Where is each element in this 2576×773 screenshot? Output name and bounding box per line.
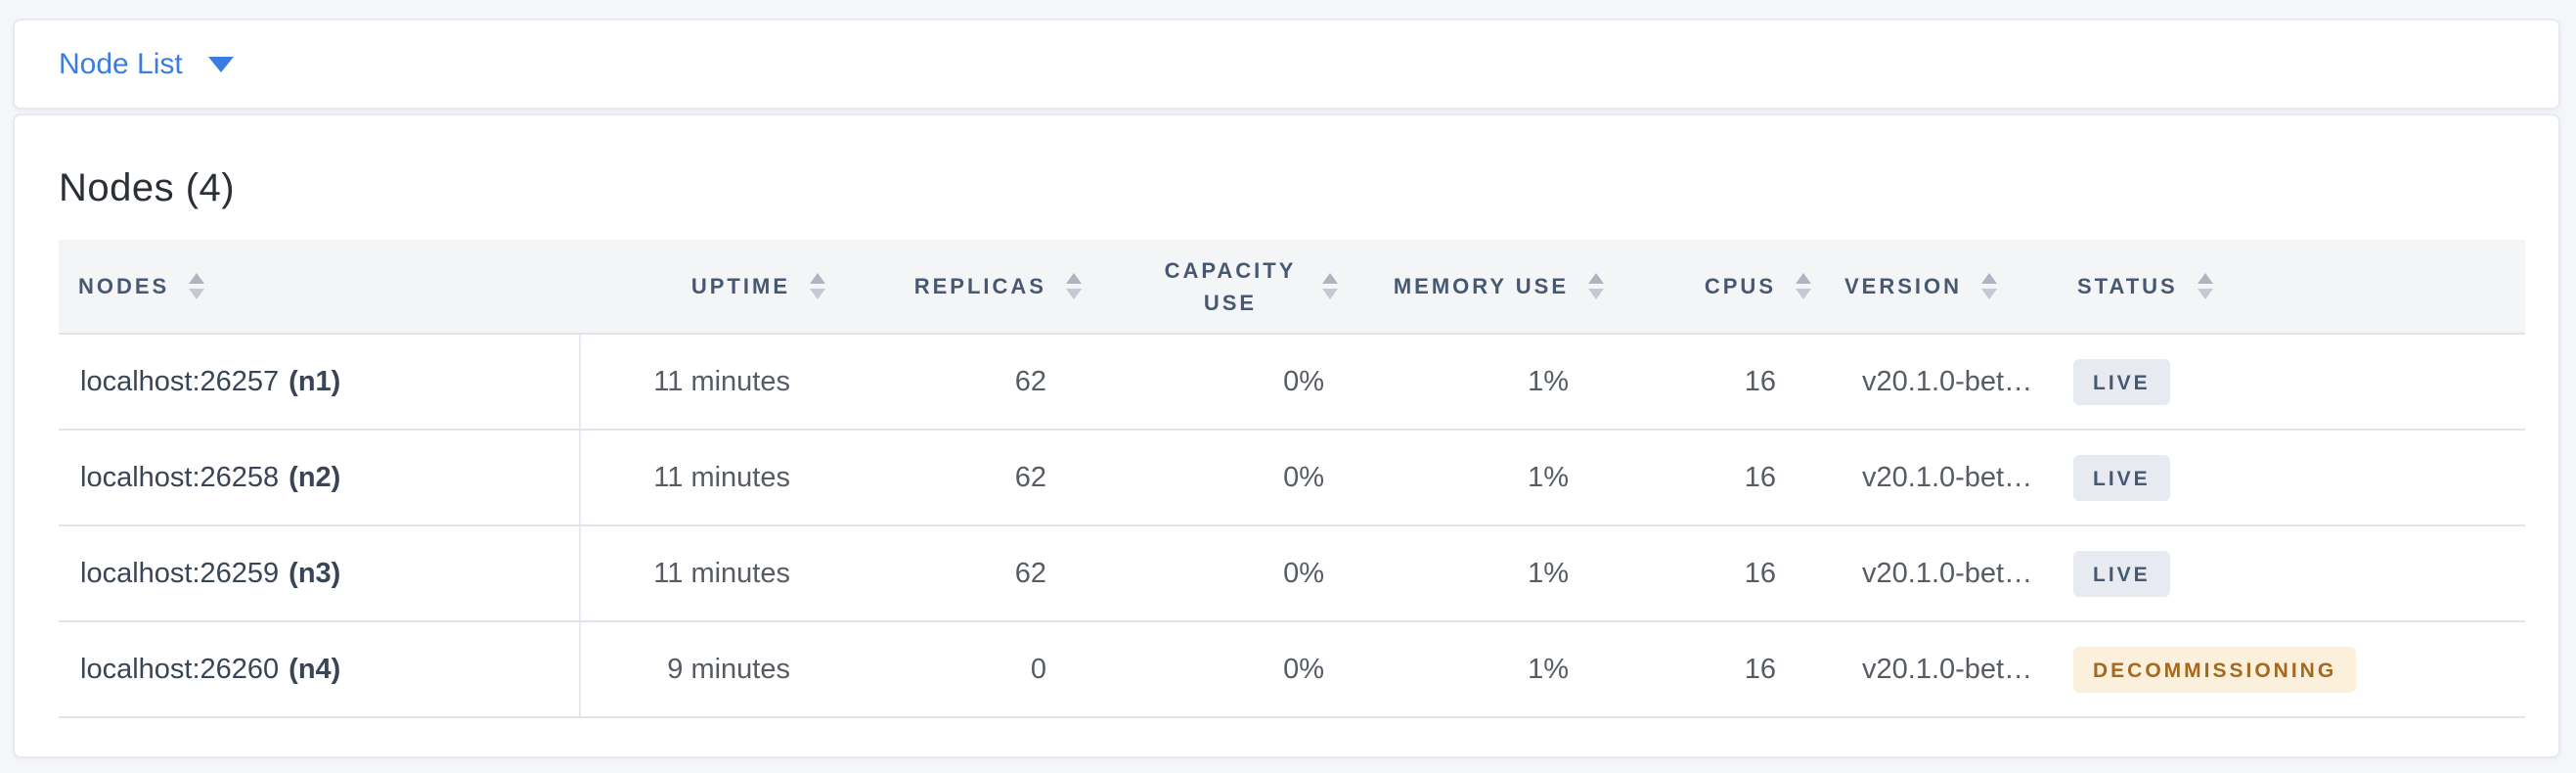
table-row: localhost:26258 (n2) 11 minutes 62 0% 1%… xyxy=(59,431,2525,526)
header-label: CPUS xyxy=(1704,273,1776,298)
header-label: MEMORY USE xyxy=(1393,273,1569,298)
status-badge: LIVE xyxy=(2073,358,2170,405)
memory-cell: 1% xyxy=(1528,557,1569,589)
sort-icon xyxy=(810,273,825,299)
node-list-dropdown-label: Node List xyxy=(59,47,183,80)
header-cell-replicas[interactable]: REPLICAS xyxy=(839,240,1095,333)
status-cell: DECOMMISSIONING xyxy=(2058,622,2525,716)
sort-icon xyxy=(1322,273,1338,299)
header-cell-cpus[interactable]: CPUS xyxy=(1618,240,1825,333)
status-cell: LIVE xyxy=(2058,335,2525,429)
node-cell: localhost:26259 (n3) xyxy=(59,526,581,620)
node-address-link[interactable]: localhost:26259 xyxy=(80,557,280,589)
cpus-cell: 16 xyxy=(1744,365,1776,397)
capacity-cell: 0% xyxy=(1283,365,1324,397)
status-cell: LIVE xyxy=(2058,431,2525,524)
sort-icon xyxy=(1981,273,1997,299)
node-id: (n4) xyxy=(289,653,341,685)
chevron-down-icon xyxy=(207,56,234,72)
nodes-table: NODES UPTIME REPLICAS CAPACITY USE MEMOR… xyxy=(59,240,2525,718)
header-label: NODES xyxy=(78,273,170,298)
node-cell: localhost:26257 (n1) xyxy=(59,335,581,429)
header-cell-capacity-use[interactable]: CAPACITY USE xyxy=(1095,240,1352,333)
replicas-cell: 62 xyxy=(1014,365,1046,397)
node-cell: localhost:26258 (n2) xyxy=(59,431,581,524)
replicas-cell: 62 xyxy=(1014,461,1046,493)
node-id: (n1) xyxy=(289,365,341,397)
status-cell: LIVE xyxy=(2058,526,2525,620)
uptime-cell: 11 minutes xyxy=(653,365,790,397)
sort-icon xyxy=(189,273,204,299)
uptime-cell: 11 minutes xyxy=(653,557,790,589)
capacity-cell: 0% xyxy=(1283,557,1324,589)
cpus-cell: 16 xyxy=(1744,557,1776,589)
node-address-link[interactable]: localhost:26260 xyxy=(80,653,280,685)
replicas-cell: 0 xyxy=(1030,653,1046,685)
header-cell-version[interactable]: VERSION xyxy=(1825,240,2058,333)
node-address-link[interactable]: localhost:26258 xyxy=(80,461,280,493)
table-header-row: NODES UPTIME REPLICAS CAPACITY USE MEMOR… xyxy=(59,240,2525,335)
header-cell-nodes[interactable]: NODES xyxy=(59,240,581,333)
sort-icon xyxy=(1588,273,1604,299)
memory-cell: 1% xyxy=(1528,461,1569,493)
version-cell: v20.1.0-bet… xyxy=(1862,557,2033,589)
cpus-cell: 16 xyxy=(1744,653,1776,685)
version-cell: v20.1.0-bet… xyxy=(1862,653,2033,685)
sort-icon xyxy=(1066,273,1082,299)
status-badge: DECOMMISSIONING xyxy=(2073,646,2357,693)
version-cell: v20.1.0-bet… xyxy=(1862,461,2033,493)
status-badge: LIVE xyxy=(2073,550,2170,597)
cpus-cell: 16 xyxy=(1744,461,1776,493)
status-badge: LIVE xyxy=(2073,454,2170,501)
header-cell-status[interactable]: STATUS xyxy=(2058,240,2525,333)
nodes-card: Nodes (4) NODES UPTIME REPLICAS CAPACITY… xyxy=(13,114,2560,758)
node-address-link[interactable]: localhost:26257 xyxy=(80,365,280,397)
table-row: localhost:26257 (n1) 11 minutes 62 0% 1%… xyxy=(59,335,2525,431)
header-label: UPTIME xyxy=(690,273,790,298)
capacity-cell: 0% xyxy=(1283,461,1324,493)
version-cell: v20.1.0-bet… xyxy=(1862,365,2033,397)
node-cell: localhost:26260 (n4) xyxy=(59,622,581,716)
node-id: (n2) xyxy=(289,461,341,493)
replicas-cell: 62 xyxy=(1014,557,1046,589)
header-label: STATUS xyxy=(2077,273,2178,298)
uptime-cell: 11 minutes xyxy=(653,461,790,493)
table-row: localhost:26260 (n4) 9 minutes 0 0% 1% 1… xyxy=(59,622,2525,718)
view-selector-bar: Node List xyxy=(13,19,2560,110)
header-label: VERSION xyxy=(1844,273,1963,298)
header-cell-uptime[interactable]: UPTIME xyxy=(581,240,839,333)
table-row: localhost:26259 (n3) 11 minutes 62 0% 1%… xyxy=(59,526,2525,622)
header-label: CAPACITY USE xyxy=(1164,257,1297,315)
page-title: Nodes (4) xyxy=(59,166,236,209)
header-cell-memory-use[interactable]: MEMORY USE xyxy=(1352,240,1618,333)
header-label: REPLICAS xyxy=(913,273,1046,298)
node-id: (n3) xyxy=(289,557,341,589)
node-list-dropdown[interactable]: Node List xyxy=(59,48,234,81)
sort-icon xyxy=(1796,273,1811,299)
uptime-cell: 9 minutes xyxy=(667,653,790,685)
capacity-cell: 0% xyxy=(1283,653,1324,685)
memory-cell: 1% xyxy=(1528,365,1569,397)
memory-cell: 1% xyxy=(1528,653,1569,685)
sort-icon xyxy=(2198,273,2213,299)
